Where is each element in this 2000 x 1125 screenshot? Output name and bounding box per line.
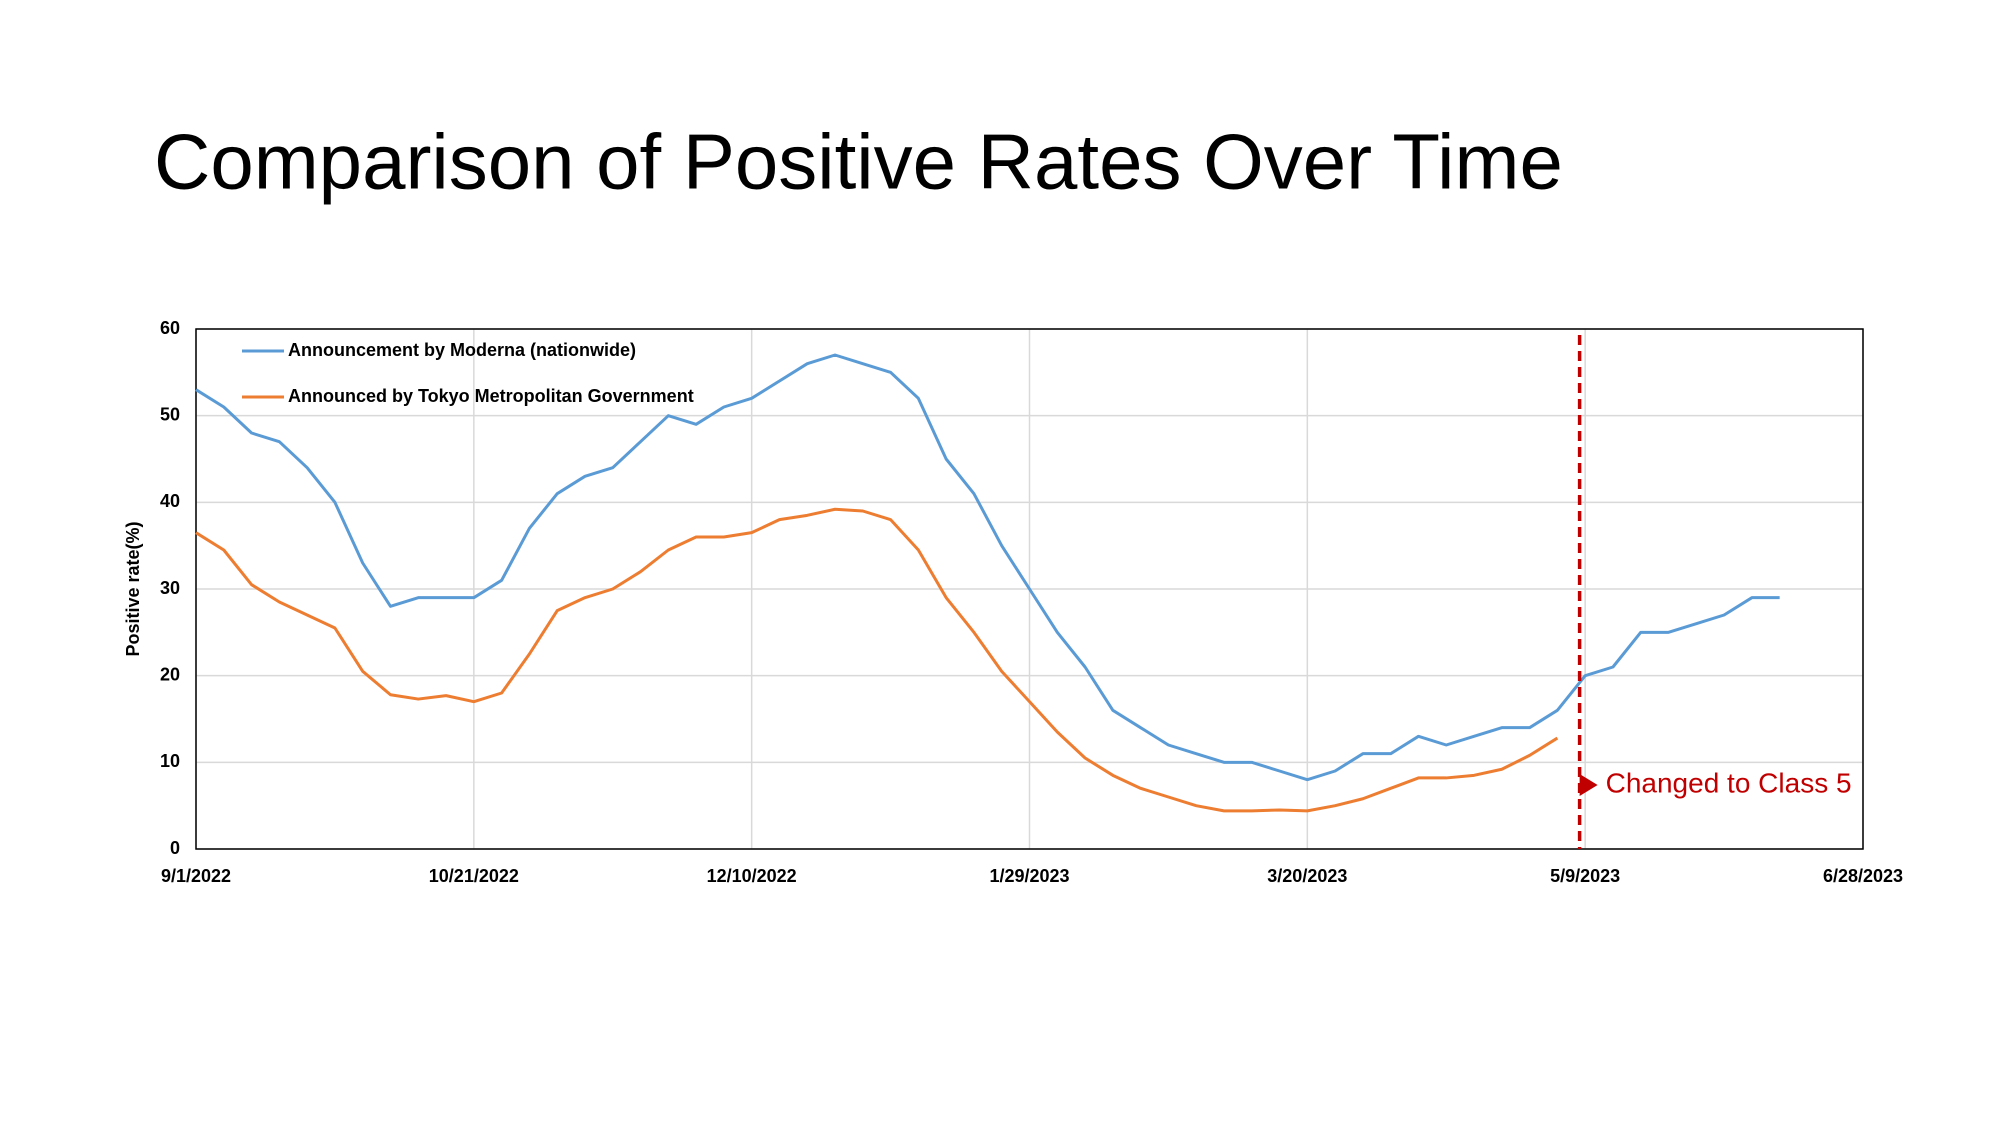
- x-tick-label: 9/1/2022: [161, 866, 231, 886]
- x-tick-label: 10/21/2022: [429, 866, 519, 886]
- x-tick-label: 5/9/2023: [1550, 866, 1620, 886]
- series-line: [195, 507, 1559, 813]
- x-tick-label: 6/28/2023: [1823, 866, 1903, 886]
- y-tick-label: 10: [160, 751, 180, 771]
- chart-title: Comparison of Positive Rates Over Time: [154, 118, 1563, 206]
- series-line: [195, 353, 1780, 782]
- y-tick-label: 0: [170, 838, 180, 858]
- y-tick-label: 60: [160, 318, 180, 338]
- y-tick-label: 50: [160, 404, 180, 424]
- x-tick-label: 12/10/2022: [707, 866, 797, 886]
- annotation-arrow: [1579, 774, 1598, 796]
- annotation-text: Changed to Class 5: [1606, 767, 1852, 798]
- x-tick-label: 3/20/2023: [1267, 866, 1347, 886]
- legend-label: Announcement by Moderna (nationwide): [288, 340, 636, 360]
- y-tick-label: 40: [160, 491, 180, 511]
- plot-frame: [195, 328, 1864, 850]
- y-tick-label: 20: [160, 664, 180, 684]
- legend-label: Announced by Tokyo Metropolitan Governme…: [288, 386, 694, 406]
- y-axis-label: Positive rate(%): [123, 521, 143, 656]
- x-tick-label: 1/29/2023: [989, 866, 1069, 886]
- y-tick-label: 30: [160, 578, 180, 598]
